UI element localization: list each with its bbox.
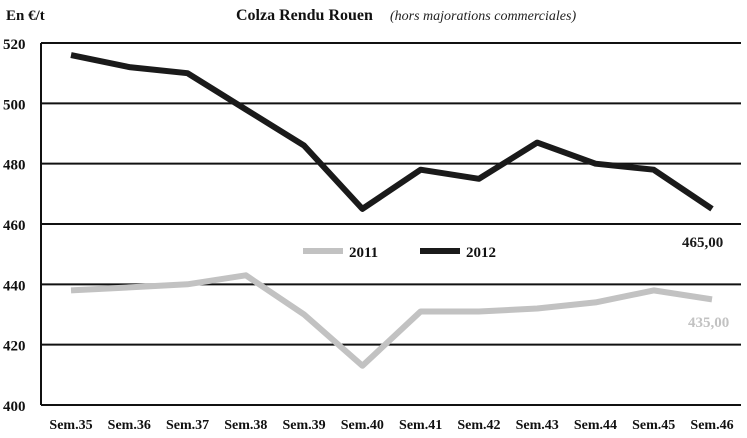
series-lines <box>70 52 714 369</box>
x-tick-label: Sem.41 <box>399 418 442 433</box>
x-tick-label: Sem.37 <box>166 418 209 433</box>
end-label-2011: 435,00 <box>688 315 729 331</box>
x-tick-label: Sem.36 <box>108 418 151 433</box>
x-tick-label: Sem.39 <box>283 418 326 433</box>
x-axis-ticks: Sem.35 Sem.36 Sem.37 Sem.38 Sem.39 Sem.40 Sem.… <box>49 418 733 433</box>
x-tick-label: Sem.43 <box>516 418 559 433</box>
legend: 2011 2012 <box>303 245 496 261</box>
series-line-2012 <box>70 52 714 212</box>
y-tick-label: 440 <box>3 278 26 294</box>
y-tick-label: 460 <box>3 218 26 234</box>
y-tick-label: 420 <box>3 339 26 355</box>
y-tick-label: 520 <box>3 37 26 53</box>
chart-title: Colza Rendu Rouen <box>236 7 373 24</box>
x-tick-label: Sem.42 <box>457 418 500 433</box>
series-line-2011 <box>70 272 713 369</box>
y-tick-label: 480 <box>3 158 26 174</box>
x-tick-label: Sem.45 <box>632 418 675 433</box>
y-tick-label: 400 <box>3 399 26 415</box>
x-tick-label: Sem.44 <box>574 418 617 433</box>
end-label-2012: 465,00 <box>682 235 723 251</box>
x-tick-label: Sem.35 <box>49 418 92 433</box>
y-axis-ticks: 400 420 440 460 480 500 520 <box>3 37 26 415</box>
unit-label: En €/t <box>6 8 45 24</box>
gridlines <box>41 42 741 346</box>
x-tick-label: Sem.38 <box>224 418 267 433</box>
legend-label-2012: 2012 <box>466 245 496 261</box>
x-tick-label: Sem.46 <box>690 418 733 433</box>
chart-subtitle: (hors majorations commerciales) <box>390 9 576 24</box>
y-tick-label: 500 <box>3 97 26 113</box>
x-tick-label: Sem.40 <box>341 418 384 433</box>
legend-label-2011: 2011 <box>349 245 378 261</box>
